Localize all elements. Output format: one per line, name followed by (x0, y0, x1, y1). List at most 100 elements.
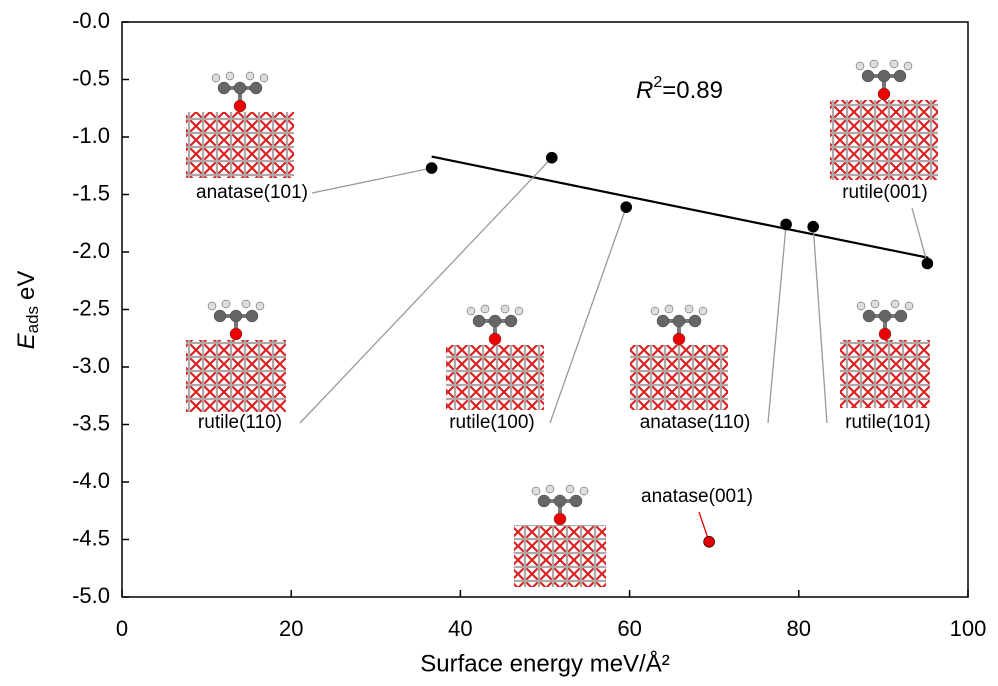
atom (890, 60, 898, 68)
atom (473, 315, 485, 327)
y-label-subscript: ads (23, 306, 42, 333)
x-tick-label: 60 (617, 616, 641, 641)
atom (665, 305, 673, 313)
atom (673, 333, 685, 345)
r2-symbol: R (636, 77, 653, 104)
atom (580, 487, 588, 495)
surface-slab (186, 112, 294, 178)
point-label: anatase(101) (196, 182, 308, 203)
y-axis-label: Eads eV (13, 271, 42, 350)
atom (651, 307, 659, 315)
atom (863, 310, 875, 322)
atom (218, 82, 230, 94)
atom (234, 100, 246, 112)
data-point (922, 258, 933, 269)
x-axis-label: Surface energy meV/Å² (420, 649, 669, 677)
atom (501, 305, 509, 313)
atom (857, 302, 865, 310)
atom (260, 74, 268, 82)
atom (879, 328, 891, 340)
atom (554, 495, 566, 507)
data-point (621, 202, 632, 213)
point-label: rutile(001) (842, 182, 928, 203)
atom (246, 310, 258, 322)
atom (878, 70, 890, 82)
atom (212, 74, 220, 82)
x-tick-label: 100 (950, 616, 987, 641)
atom (894, 70, 906, 82)
atom (871, 300, 879, 308)
atom (862, 70, 874, 82)
atom (242, 300, 250, 308)
y-tick-label: -5.0 (72, 583, 110, 608)
data-point (808, 221, 819, 232)
atom (230, 310, 242, 322)
atom (879, 310, 891, 322)
atom (481, 305, 489, 313)
atom (856, 62, 864, 70)
leader-line (550, 207, 626, 423)
structure-images (186, 60, 938, 587)
atom (566, 485, 574, 493)
y-tick-label: -4.5 (72, 525, 110, 550)
atom (870, 60, 878, 68)
y-tick-label: -1.0 (72, 123, 110, 148)
atom (230, 328, 242, 340)
atom (657, 315, 669, 327)
atom (554, 513, 566, 525)
atom (222, 300, 230, 308)
atom (489, 333, 501, 345)
atom (250, 82, 262, 94)
atom (891, 300, 899, 308)
y-label-unit: eV (13, 271, 40, 300)
atom (878, 88, 890, 100)
x-tick-label: 40 (448, 616, 472, 641)
atom (538, 495, 550, 507)
atom (532, 487, 540, 495)
atom (515, 307, 523, 315)
y-label-symbol: E (13, 332, 40, 349)
y-tick-label: -4.0 (72, 468, 110, 493)
atom (234, 82, 246, 94)
atom (208, 302, 216, 310)
atom (685, 305, 693, 313)
y-tick-label: -1.5 (72, 180, 110, 205)
surface-slab (830, 100, 938, 180)
x-tick-label: 80 (787, 616, 811, 641)
r2-superscript: 2 (653, 74, 662, 91)
point-label: anatase(110) (640, 412, 751, 433)
leader-line (813, 227, 827, 423)
x-tick-label: 20 (279, 616, 303, 641)
atom (256, 302, 264, 310)
y-tick-label: -2.5 (72, 295, 110, 320)
point-label: anatase(001) (641, 486, 753, 507)
x-tick-label: 0 (116, 616, 128, 641)
y-tick-label: -3.0 (72, 353, 110, 378)
atom (905, 302, 913, 310)
point-label: rutile(110) (198, 412, 282, 433)
atom (505, 315, 517, 327)
atom (673, 315, 685, 327)
atom (689, 315, 701, 327)
data-point (704, 536, 715, 547)
data-point (546, 152, 557, 163)
data-point (781, 219, 792, 230)
atom (546, 485, 554, 493)
y-tick-label: -3.5 (72, 410, 110, 435)
surface-slab (186, 340, 286, 412)
y-tick-label: -0.0 (72, 8, 110, 33)
atom (226, 72, 234, 80)
r2-annotation: R2=0.89 (636, 74, 723, 104)
atom (699, 307, 707, 315)
surface-slab (630, 345, 728, 410)
atom (570, 495, 582, 507)
atom (467, 307, 475, 315)
atom (214, 310, 226, 322)
data-point (426, 163, 437, 174)
surface-slab (514, 525, 606, 587)
point-label: rutile(100) (449, 412, 535, 433)
atom (246, 72, 254, 80)
atom (895, 310, 907, 322)
r2-value: =0.89 (662, 77, 723, 104)
y-tick-label: -2.0 (72, 238, 110, 263)
